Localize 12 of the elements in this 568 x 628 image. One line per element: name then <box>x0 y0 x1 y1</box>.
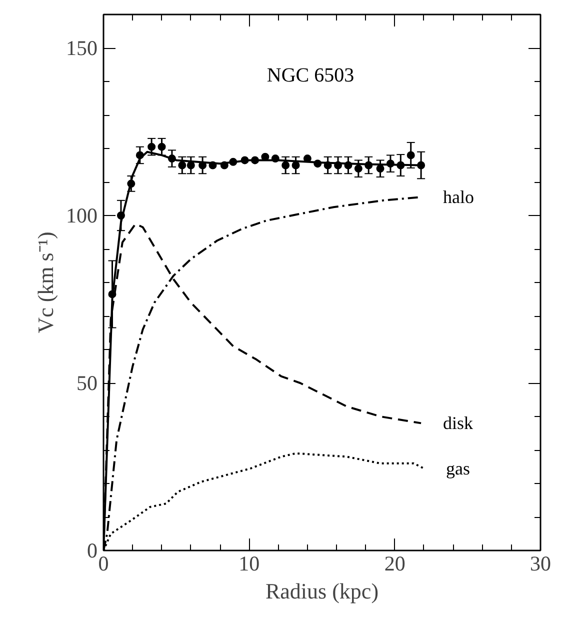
y-tick-label: 100 <box>66 204 98 228</box>
x-tick-label: 30 <box>530 552 551 576</box>
y-tick-label: 50 <box>76 371 98 395</box>
text: NGC 6503 <box>266 64 354 86</box>
x-tick-label: 20 <box>384 552 406 576</box>
x-axis-title: Radius (kpc) <box>265 578 379 604</box>
x-tick-label: 10 <box>238 552 260 576</box>
y-axis-title: Vc (km s⁻¹) <box>33 232 58 334</box>
series-label: disk <box>443 413 474 434</box>
series-label: gas <box>446 458 470 478</box>
series-label: halo <box>443 187 474 208</box>
y-tick-label: 150 <box>66 36 98 60</box>
